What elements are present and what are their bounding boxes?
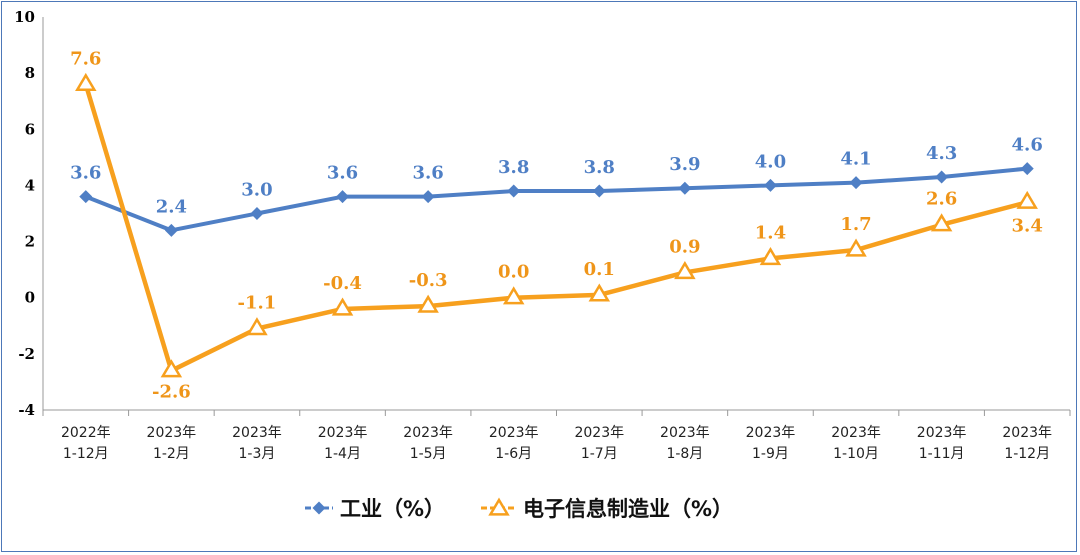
data-point-industry <box>507 184 521 198</box>
data-label-electronics: -0.3 <box>409 270 448 291</box>
x-tick-label-year: 2023年 <box>574 425 624 441</box>
x-tick-label-period: 1-12月 <box>1004 446 1050 462</box>
x-tick-label-year: 2023年 <box>660 425 710 441</box>
y-tick-label: 8 <box>25 64 35 82</box>
data-label-electronics: 0.9 <box>669 236 700 257</box>
data-label-electronics: -0.4 <box>323 273 362 294</box>
data-point-electronics <box>759 246 782 266</box>
data-label-industry: 3.8 <box>584 157 615 178</box>
x-tick-label-period: 1-6月 <box>495 446 532 462</box>
x-tick-label-year: 2023年 <box>403 425 453 441</box>
x-tick-label-year: 2023年 <box>917 425 967 441</box>
x-tick-label-year: 2023年 <box>831 425 881 441</box>
data-label-industry: 3.8 <box>498 157 529 178</box>
x-tick-label-year: 2023年 <box>147 425 197 441</box>
x-tick-label-year: 2023年 <box>318 425 368 441</box>
data-point-industry <box>849 176 863 190</box>
data-label-electronics: 0.0 <box>498 262 529 283</box>
data-label-electronics: 7.6 <box>70 48 101 69</box>
data-label-electronics: 0.1 <box>584 259 615 280</box>
x-tick-label-period: 1-4月 <box>324 446 361 462</box>
x-tick-label-period: 1-7月 <box>581 446 618 462</box>
data-point-electronics <box>1016 190 1038 209</box>
data-point-electronics <box>930 213 953 232</box>
data-label-industry: 3.0 <box>241 180 272 201</box>
x-tick-label-period: 1-5月 <box>410 446 447 462</box>
data-label-industry: 3.6 <box>412 163 443 184</box>
y-tick-label: 4 <box>25 176 35 194</box>
data-point-industry <box>164 223 178 237</box>
series-line-industry <box>85 166 1028 233</box>
data-label-electronics: 3.4 <box>1012 215 1043 236</box>
data-point-industry <box>935 170 949 184</box>
data-label-industry: 2.4 <box>156 196 187 217</box>
y-tick-label: 6 <box>25 120 35 138</box>
x-tick-label-year: 2023年 <box>746 425 796 441</box>
x-tick-label-period: 1-11月 <box>919 446 965 462</box>
series-line-electronics <box>83 83 1028 373</box>
data-point-electronics <box>417 294 439 313</box>
data-label-industry: 4.0 <box>755 151 786 172</box>
x-tick-label-period: 1-12月 <box>63 446 109 462</box>
y-tick-label: -4 <box>18 401 35 419</box>
data-point-electronics <box>246 317 268 336</box>
x-tick-label-period: 1-3月 <box>239 446 276 462</box>
x-tick-label-year: 2022年 <box>61 425 111 441</box>
data-label-industry: 3.6 <box>70 163 101 184</box>
data-point-electronics <box>502 286 525 305</box>
data-point-industry <box>336 190 350 204</box>
data-point-industry <box>1020 162 1034 176</box>
data-label-industry: 4.6 <box>1012 135 1043 156</box>
y-tick-label: 10 <box>14 8 35 26</box>
data-point-electronics <box>160 359 183 378</box>
x-tick-label-period: 1-2月 <box>153 446 190 462</box>
data-point-industry <box>678 181 692 195</box>
data-point-electronics <box>845 238 867 257</box>
data-point-industry <box>421 190 435 204</box>
data-point-electronics <box>674 261 696 280</box>
data-point-electronics <box>331 297 354 316</box>
y-tick-label: 2 <box>25 233 35 251</box>
data-point-industry <box>250 207 264 220</box>
x-tick-label-year: 2023年 <box>1002 425 1052 441</box>
x-tick-label-period: 1-9月 <box>752 446 789 462</box>
data-label-electronics: 1.4 <box>755 222 786 243</box>
x-tick-label-year: 2023年 <box>489 425 539 441</box>
data-point-electronics <box>588 283 611 302</box>
x-tick-label-period: 1-10月 <box>833 446 879 462</box>
data-label-industry: 4.1 <box>840 149 871 170</box>
data-point-industry <box>763 178 777 192</box>
legend-label-electronics: 电子信息制造业（%） <box>523 497 733 521</box>
data-point-electronics <box>75 72 97 92</box>
data-point-industry <box>79 190 93 204</box>
data-label-electronics: 1.7 <box>840 214 871 235</box>
data-label-electronics: -1.1 <box>238 293 277 314</box>
legend-marker-electronics <box>488 497 510 516</box>
data-label-industry: 4.3 <box>926 143 957 164</box>
y-tick-label: 0 <box>25 289 35 307</box>
data-label-electronics: 2.6 <box>926 189 957 210</box>
data-label-electronics: -2.6 <box>152 382 191 403</box>
legend-marker-industry <box>312 501 326 515</box>
y-tick-label: -2 <box>18 345 35 363</box>
x-tick-label-year: 2023年 <box>232 425 282 441</box>
data-point-industry <box>592 184 606 198</box>
data-label-industry: 3.6 <box>327 163 358 184</box>
x-tick-label-period: 1-8月 <box>666 446 703 462</box>
legend-label-industry: 工业（%） <box>340 497 445 521</box>
data-label-industry: 3.9 <box>669 154 700 175</box>
